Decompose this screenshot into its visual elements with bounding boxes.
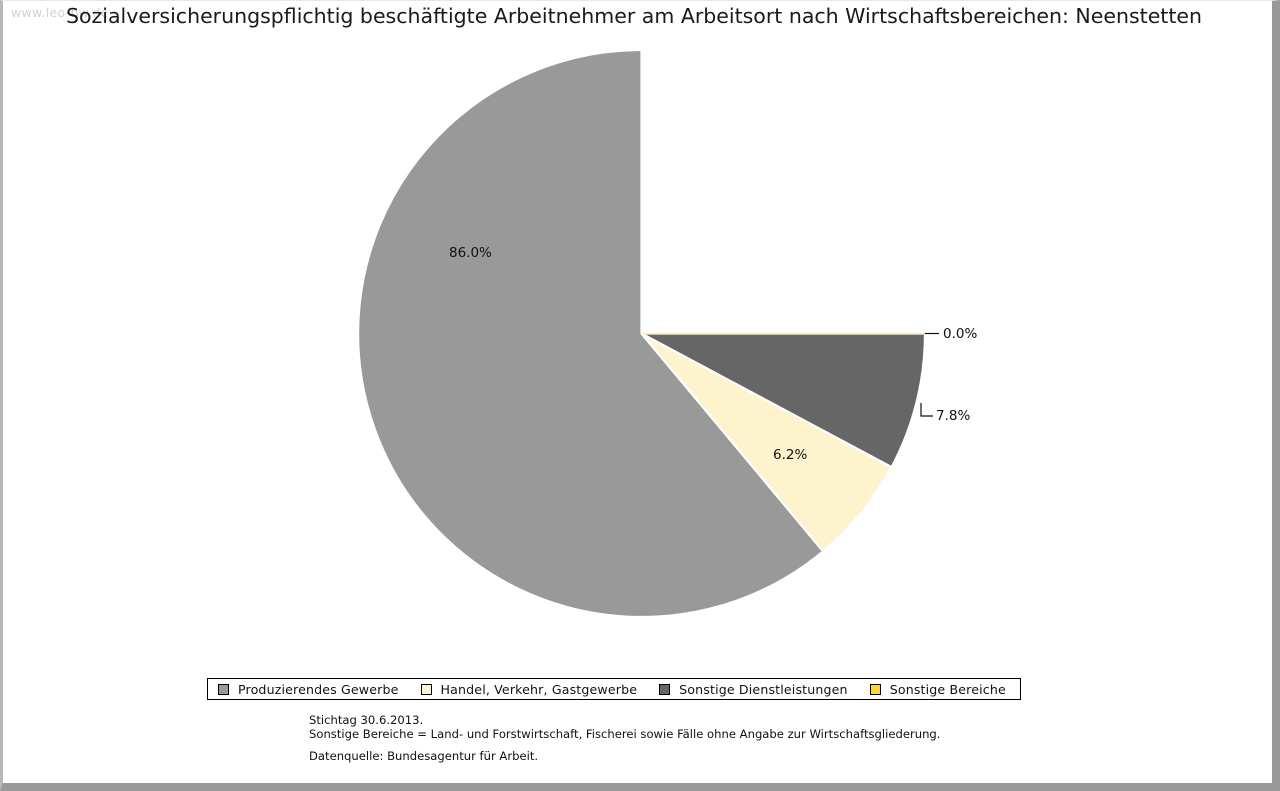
legend-swatch-sonstige-dienstleistungen	[659, 683, 671, 695]
legend-swatch-sonstige-bereiche	[869, 683, 881, 695]
chart-legend: Produzierendes Gewerbe Handel, Verkehr, …	[207, 678, 1021, 700]
footnote-datenquelle: Datenquelle: Bundesagentur für Arbeit.	[309, 749, 539, 764]
legend-label-sonstige-dienstleistungen: Sonstige Dienstleistungen	[679, 681, 848, 697]
pie-label-sonstige-dienstleistungen: 7.8%	[936, 408, 970, 424]
legend-item-produzierendes-gewerbe[interactable]: Produzierendes Gewerbe	[218, 682, 399, 697]
leader-line-sonstige-dienstleistungen	[920, 403, 933, 417]
footnote-sonstige-bereiche-definition: Sonstige Bereiche = Land- und Forstwirts…	[309, 726, 941, 741]
legend-label-handel-verkehr-gastgewerbe: Handel, Verkehr, Gastgewerbe	[440, 681, 638, 697]
legend-item-handel-verkehr-gastgewerbe[interactable]: Handel, Verkehr, Gastgewerbe	[420, 681, 638, 697]
chart-canvas: www.leo-bw.de Sozialversicherungspflicht…	[3, 1, 1272, 783]
pie-label-handel-verkehr-gastgewerbe: 6.2%	[773, 447, 807, 463]
legend-swatch-produzierendes-gewerbe	[218, 683, 229, 695]
page-title: Sozialversicherungspflichtig beschäftigt…	[65, 4, 1202, 28]
watermark-leo-bw: www.leo-bw.de	[11, 5, 109, 20]
legend-item-sonstige-dienstleistungen[interactable]: Sonstige Dienstleistungen	[659, 682, 848, 697]
pie-slice-sonstige-dienstleistungen[interactable]	[640, 332, 927, 469]
footnote-stichtag: Stichtag 30.6.2013.	[309, 713, 424, 727]
legend-swatch-handel-verkehr-gastgewerbe	[420, 683, 432, 695]
legend-item-sonstige-bereiche[interactable]: Sonstige Bereiche	[869, 681, 1006, 697]
legend-label-produzierendes-gewerbe: Produzierendes Gewerbe	[238, 681, 399, 697]
legend-label-sonstige-bereiche: Sonstige Bereiche	[889, 681, 1006, 697]
pie-label-produzierendes-gewerbe: 86.0%	[449, 245, 492, 261]
pie-chart-area: 0.0% 7.8% 86.0% 6.2%	[3, 1, 1272, 701]
pie-label-sonstige-bereiche: 0.0%	[943, 326, 977, 342]
pie-slice-produzierendes-gewerbe[interactable]	[357, 48, 825, 619]
pie-chart-svg: 0.0% 7.8% 86.0% 6.2%	[357, 48, 977, 619]
footnotes: Stichtag 30.6.2013. Sonstige Bereiche = …	[309, 713, 941, 764]
